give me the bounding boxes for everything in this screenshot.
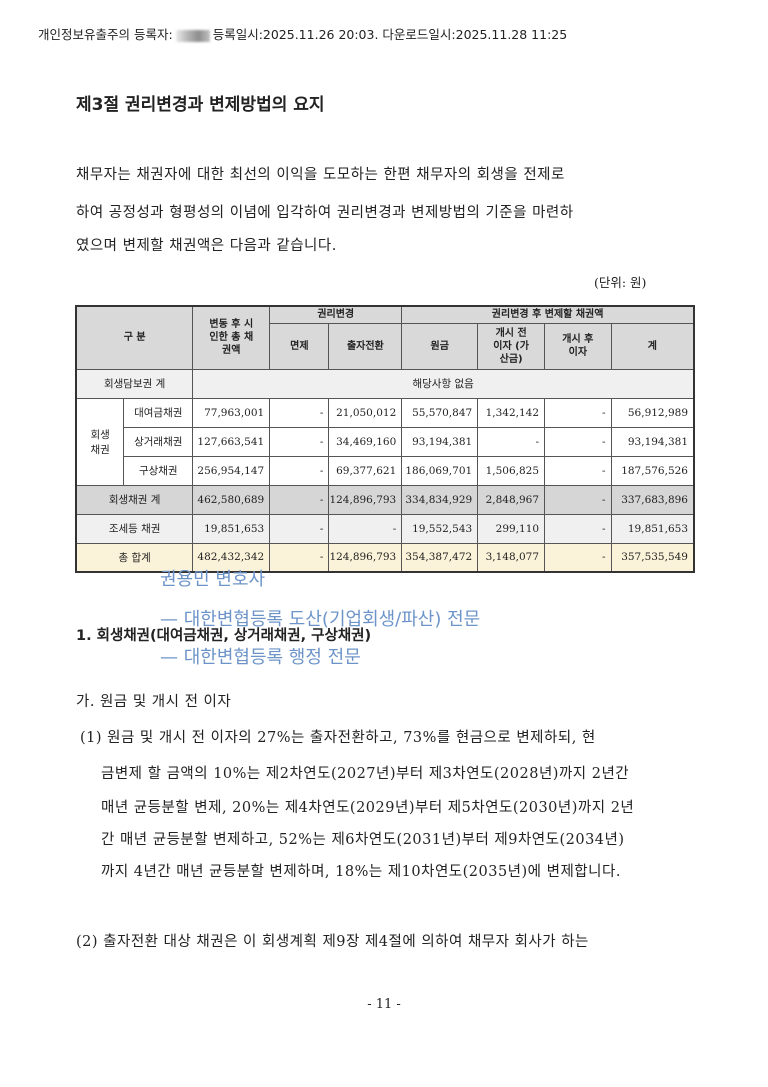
cell: 19,851,653: [610, 513, 695, 544]
para-line: (2) 출자전환 대상 채권은 이 회생계획 제9장 제4절에 의하여 채무자 …: [76, 934, 589, 950]
th-rights-change: 권리변경: [269, 305, 403, 324]
cell: 55,570,847: [401, 397, 479, 428]
table-row: 구상채권 256,954,147-69,377,621 186,069,701 1,…: [76, 455, 695, 486]
cell: 1,342,142: [477, 397, 546, 428]
th-total-claim: 변동 후 시인한 총 채권액: [192, 305, 271, 370]
cell: 21,050,012: [328, 397, 403, 428]
cell: 69,377,621: [328, 455, 403, 486]
cell: -: [544, 513, 612, 544]
secured-note: 해당사항 없음: [192, 368, 695, 399]
secured-label: 회생담보권 계: [75, 368, 194, 399]
header-prefix: 개인정보유출주의 등록자:: [38, 27, 173, 42]
cell: -: [269, 484, 330, 515]
cell: 354,387,472: [401, 542, 479, 573]
th-category: 구 분: [75, 305, 194, 370]
cell: 3,148,077: [477, 542, 546, 573]
cell: 93,194,381: [610, 426, 695, 457]
para-line: 금변제 할 금액의 10%는 제2차연도(2027년)부터 제3차연도(2028…: [101, 766, 630, 782]
cell: 127,663,541: [192, 426, 271, 457]
cell: 186,069,701: [401, 455, 479, 486]
subsection-heading: 1. 회생채권(대여금채권, 상거래채권, 구상채권): [76, 628, 372, 644]
intro-line: 하여 공정성과 형평성의 이념에 입각하여 권리변경과 변제방법의 기준을 마련…: [76, 205, 574, 221]
overlay-specialty-1: — 대한변협등록 도산(기업회생/파산) 전문: [160, 609, 481, 630]
th-conversion: 출자전환: [328, 322, 403, 370]
row-label: 조세등 채권: [75, 513, 194, 544]
claims-table: 구 분 변동 후 시인한 총 채권액 권리변경 권리변경 후 변제할 채권액 면…: [75, 305, 695, 573]
cell: -: [269, 542, 330, 573]
cell: -: [269, 426, 330, 457]
overlay-specialty-2: — 대한변협등록 행정 전문: [160, 647, 361, 668]
cell: 357,535,549: [610, 542, 695, 573]
cell: -: [269, 513, 330, 544]
tax-row: 조세등 채권 19,851,653- -19,552,543 299,110-19,…: [75, 513, 695, 544]
cell: 34,469,160: [328, 426, 403, 457]
cell: 77,963,001: [192, 397, 271, 428]
total-row: 총 합계 482,432,342-124,896,793 354,387,472 3…: [75, 542, 695, 573]
page-number: - 11 -: [367, 997, 401, 1012]
cell: 19,552,543: [401, 513, 479, 544]
redacted-name: [175, 29, 210, 42]
cell: 187,576,526: [610, 455, 695, 486]
cell: 462,580,689: [192, 484, 271, 515]
para-line: 매년 균등분할 변제, 20%는 제4차연도(2029년)부터 제5차연도(20…: [101, 800, 635, 816]
row-label: 구상채권: [123, 455, 194, 486]
group-label: 회생 채권: [75, 397, 125, 486]
table-row: 회생 채권 대여금채권 77,963,001-21,050,012 55,570,…: [75, 397, 695, 486]
intro-line: 였으며 변제할 채권액은 다음과 같습니다.: [76, 238, 337, 254]
unit-label: (단위: 원): [594, 275, 647, 290]
cell: 1,506,825: [477, 455, 546, 486]
th-after-change: 권리변경 후 변제할 채권액: [401, 305, 695, 324]
header-suffix: 등록일시:2025.11.26 20:03. 다운로드일시:2025.11.28…: [212, 27, 568, 42]
th-sum: 계: [610, 322, 695, 370]
th-pre-interest: 개시 전 이자 (가산금): [477, 322, 546, 370]
cell: 124,896,793: [328, 484, 403, 515]
th-post-interest: 개시 후 이자: [544, 322, 612, 370]
cell: 124,896,793: [328, 542, 403, 573]
cell: 256,954,147: [192, 455, 271, 486]
row-label: 상거래채권: [123, 426, 194, 457]
intro-line: 채무자는 채권자에 대한 최선의 이익을 도모하는 한편 채무자의 회생을 전제…: [76, 167, 565, 183]
row-label: 회생채권 계: [75, 484, 194, 515]
cell: 93,194,381: [401, 426, 479, 457]
cell: 2,848,967: [477, 484, 546, 515]
section-title: 제3절 권리변경과 변제방법의 요지: [76, 95, 325, 115]
subtotal-row: 회생채권 계 462,580,689-124,896,793 334,834,92…: [75, 484, 695, 515]
row-label: 총 합계: [75, 542, 194, 573]
cell: -: [544, 426, 612, 457]
cell: -: [328, 513, 403, 544]
cell: 56,912,989: [610, 397, 695, 428]
cell: -: [544, 455, 612, 486]
cell: -: [477, 426, 546, 457]
cell: 299,110: [477, 513, 546, 544]
para-line: 까지 4년간 매년 균등분할 변제하며, 18%는 제10차연도(2035년)에…: [101, 864, 621, 880]
cell: -: [544, 484, 612, 515]
overlay-lawyer-name: 권용민 변호사: [160, 569, 266, 590]
cell: 334,834,929: [401, 484, 479, 515]
para-line: (1) 원금 및 개시 전 이자의 27%는 출자전환하고, 73%를 현금으로…: [80, 730, 596, 746]
cell: -: [544, 542, 612, 573]
para-line: 간 매년 균등분할 변제하고, 52%는 제6차연도(2031년)부터 제9차연…: [101, 832, 625, 848]
cell: -: [544, 397, 612, 428]
cell: -: [269, 397, 330, 428]
sub-heading-a: 가. 원금 및 개시 전 이자: [76, 694, 232, 710]
th-principal: 원금: [401, 322, 479, 370]
cell: -: [269, 455, 330, 486]
th-remission: 면제: [269, 322, 330, 370]
download-watermark-header: 개인정보유출주의 등록자: 등록일시:2025.11.26 20:03. 다운로드…: [38, 24, 567, 43]
cell: 337,683,896: [610, 484, 695, 515]
table-row: 상거래채권 127,663,541-34,469,160 93,194,381- -…: [76, 426, 695, 457]
cell: 19,851,653: [192, 513, 271, 544]
row-label: 대여금채권: [123, 397, 194, 428]
